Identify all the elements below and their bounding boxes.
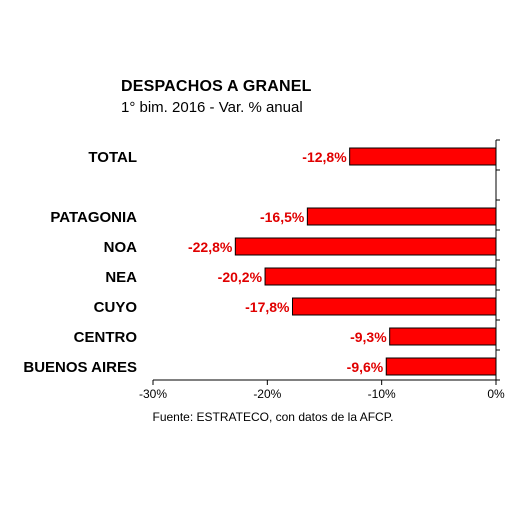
data-label: -20,2% [218,269,263,285]
category-label: BUENOS AIRES [23,359,137,376]
category-label: NOA [104,239,138,256]
chart-subtitle: 1° bim. 2016 - Var. % anual [121,99,303,116]
category-label: PATAGONIA [50,209,137,226]
x-axis: -30% -20% -10% 0% [139,139,505,401]
data-label: -22,8% [188,239,233,255]
bar [306,207,497,226]
x-tick-label: -30% [139,387,167,401]
category-label: CENTRO [74,329,138,346]
data-label: -9,6% [347,359,384,375]
category-label: TOTAL [88,149,137,166]
data-label: -9,3% [350,329,387,345]
category-label: NEA [105,269,137,286]
data-label: -17,8% [245,299,290,315]
x-tick-label: -10% [368,387,396,401]
chart-title: DESPACHOS A GRANEL [121,78,312,95]
data-labels-group: -12,8% -16,5% -22,8% -20,2% -17,8% -9,3% -9,6% [188,149,387,375]
bar [385,357,497,376]
source-note: Fuente: ESTRATECO, con datos de la AFCP. [152,410,394,424]
x-tick-label: 0% [487,387,505,401]
bar [349,147,497,166]
data-label: -16,5% [260,209,305,225]
bar [291,297,497,316]
data-label: -12,8% [302,149,347,165]
bars-group [234,147,497,376]
bar [389,327,497,346]
category-label: CUYO [94,299,138,316]
category-labels-group: TOTAL PATAGONIA NOA NEA CUYO CENTRO BUENOS AIR… [23,149,137,376]
bar [234,237,497,256]
x-tick-label: -20% [253,387,281,401]
bar [264,267,497,286]
